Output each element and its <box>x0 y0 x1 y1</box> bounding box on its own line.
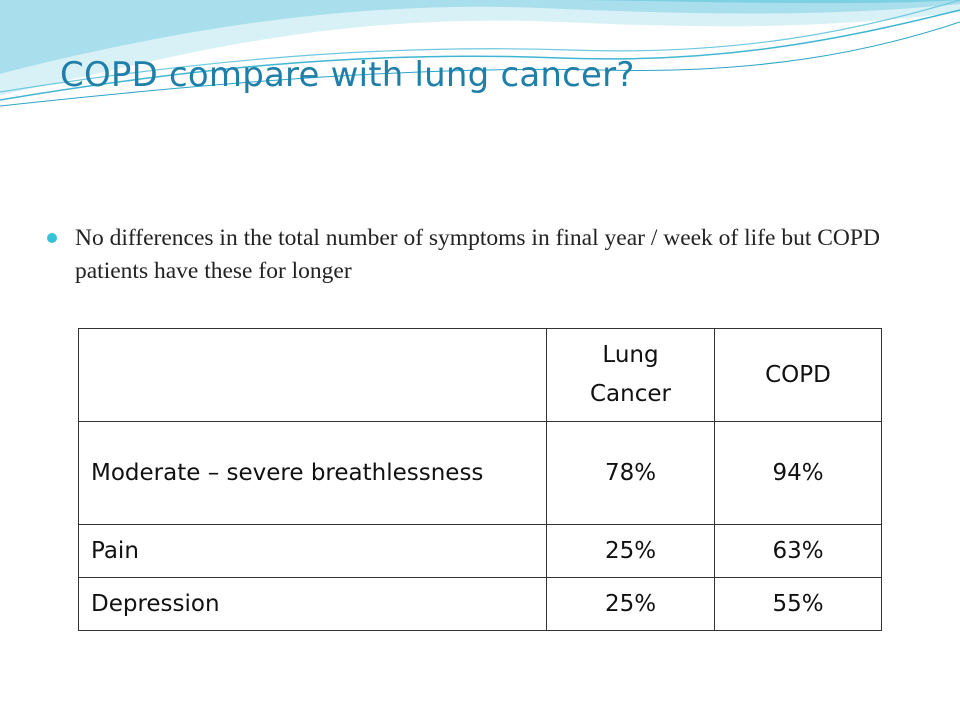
bullet-text: No differences in the total number of sy… <box>75 225 880 284</box>
table-header-blank <box>78 328 547 422</box>
slide-title: COPD compare with lung cancer? <box>60 55 635 95</box>
table-header-row: Lung Cancer COPD <box>78 328 882 422</box>
table-header-lung-cancer: Lung Cancer <box>546 328 715 422</box>
cell-lung-cancer: 78% <box>546 421 715 525</box>
wave-line-1 <box>0 9 960 101</box>
wave-line-2 <box>0 0 960 93</box>
cell-copd: 55% <box>714 577 882 631</box>
wave-line-3 <box>0 21 960 107</box>
row-label: Moderate – severe breathlessness <box>78 421 547 525</box>
bullet-dot-icon <box>47 233 57 243</box>
row-label: Pain <box>78 524 547 578</box>
wave-band-top <box>0 0 960 4</box>
table-row: Moderate – severe breathlessness 78% 94% <box>78 421 882 525</box>
cell-copd: 63% <box>714 524 882 578</box>
decorative-wave-header <box>0 0 960 107</box>
wave-band-mid <box>0 0 960 74</box>
cell-lung-cancer: 25% <box>546 577 715 631</box>
table-row: Depression 25% 55% <box>78 577 882 631</box>
header-lung-cancer-label: Lung Cancer <box>590 342 671 407</box>
cell-lung-cancer: 25% <box>546 524 715 578</box>
table-header-copd: COPD <box>714 328 882 422</box>
cell-copd: 94% <box>714 421 882 525</box>
symptom-comparison-table: Lung Cancer COPD Moderate – severe breat… <box>78 328 882 631</box>
row-label: Depression <box>78 577 547 631</box>
table-row: Pain 25% 63% <box>78 524 882 578</box>
